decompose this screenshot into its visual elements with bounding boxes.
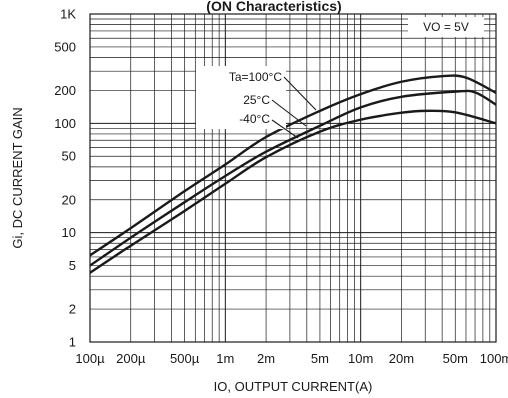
x-tick-label: 100µ [75, 351, 105, 366]
x-tick-label: 20m [389, 351, 414, 366]
condition-label-box [408, 17, 484, 37]
leader-minus40c [271, 119, 299, 139]
x-tick-labels: 100µ 200µ 500µ 1m 2m 5m 10m 20m 50m 100m [75, 351, 508, 366]
y-tick-labels: 1 2 5 10 20 50 100 200 500 1K [54, 7, 76, 350]
y-tick-label: 100 [54, 116, 76, 131]
x-tick-label: 10m [348, 351, 373, 366]
x-tick-label: 200µ [116, 351, 146, 366]
leader-25c [271, 99, 307, 127]
series-line-0 [89, 74, 497, 257]
y-tick-label: 50 [62, 149, 76, 164]
y-tick-label: 1K [60, 7, 76, 22]
series-labels: Ta=100°C 25°C -40°C [196, 66, 317, 139]
series-line-1 [89, 89, 497, 267]
x-tick-label: 1m [216, 351, 234, 366]
x-tick-label: 50m [443, 351, 468, 366]
series-label-box [196, 66, 286, 129]
x-tick-label: 5m [311, 351, 329, 366]
grid-lines [90, 14, 496, 342]
series-label-minus40c: -40°C [239, 112, 270, 126]
series-label-100c: Ta=100°C [229, 70, 283, 84]
series-lines [89, 74, 497, 274]
y-tick-label: 5 [69, 258, 76, 273]
series-line-2 [89, 109, 497, 274]
series-label-25c: 25°C [243, 93, 270, 107]
x-tick-label: 100m [480, 351, 508, 366]
x-tick-label: 500µ [170, 351, 200, 366]
x-axis-title: IO, OUTPUT CURRENT(A) [214, 379, 373, 394]
leader-100c [283, 76, 317, 111]
y-tick-label: 500 [54, 39, 76, 54]
condition-label: VO = 5V [423, 20, 469, 34]
plot-frame [89, 13, 497, 343]
y-tick-label: 200 [54, 83, 76, 98]
y-tick-label: 2 [69, 302, 76, 317]
y-tick-label: 10 [62, 225, 76, 240]
y-tick-label: 1 [69, 335, 76, 350]
y-tick-label: 20 [62, 192, 76, 207]
y-axis-title: Gi, DC CURRENT GAIN [10, 107, 25, 248]
x-tick-label: 2m [257, 351, 275, 366]
condition-label-group: VO = 5V [408, 17, 484, 37]
chart-title: (ON Characteristics) [206, 0, 341, 14]
